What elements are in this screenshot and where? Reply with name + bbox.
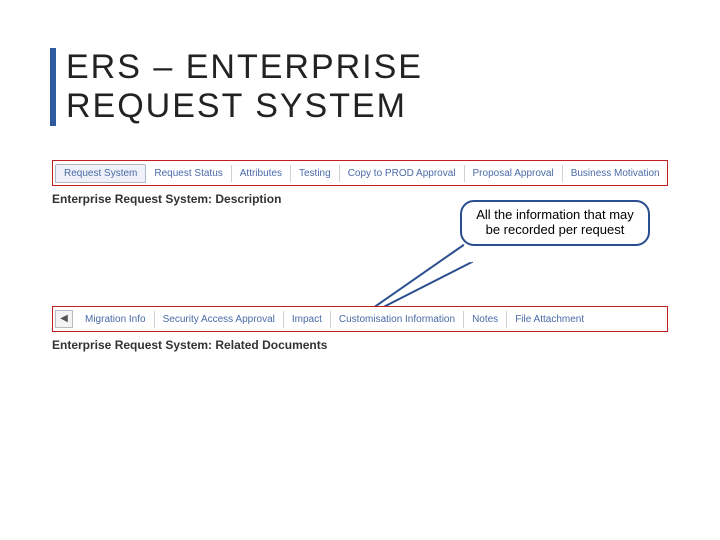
tab-request-status[interactable]: Request Status — [146, 165, 231, 182]
tab-copy-to-prod-approval[interactable]: Copy to PROD Approval — [340, 165, 465, 182]
tab-section-related-docs: ◀ Migration Info Security Access Approva… — [52, 306, 668, 352]
title-accent-bar — [50, 48, 56, 126]
tab-row-1: Request System Request Status Attributes… — [52, 160, 668, 186]
tab-notes[interactable]: Notes — [464, 311, 507, 328]
page-title-block: ERS – ENTERPRISE REQUEST SYSTEM — [50, 48, 423, 126]
tab-customisation-information[interactable]: Customisation Information — [331, 311, 464, 328]
tab-attributes[interactable]: Attributes — [232, 165, 291, 182]
title-line-1: ERS – ENTERPRISE — [66, 48, 423, 86]
tab-security-access-approval[interactable]: Security Access Approval — [155, 311, 284, 328]
tab-file-attachment[interactable]: File Attachment — [507, 311, 592, 328]
tab-proposal-approval[interactable]: Proposal Approval — [465, 165, 563, 182]
tab-business-motivation[interactable]: Business Motivation — [563, 165, 668, 182]
tab-testing[interactable]: Testing — [291, 165, 340, 182]
callout-text: All the information that may be recorded… — [476, 207, 634, 237]
tab-request-system[interactable]: Request System — [55, 164, 146, 183]
section-label-related-docs: Enterprise Request System: Related Docum… — [52, 338, 668, 352]
tab-migration-info[interactable]: Migration Info — [77, 311, 155, 328]
tab-row-2: ◀ Migration Info Security Access Approva… — [52, 306, 668, 332]
title-line-2: REQUEST SYSTEM — [66, 87, 407, 125]
tab-impact[interactable]: Impact — [284, 311, 331, 328]
page-title: ERS – ENTERPRISE REQUEST SYSTEM — [66, 48, 423, 126]
tab-scroll-left-icon[interactable]: ◀ — [55, 310, 73, 328]
callout-bubble: All the information that may be recorded… — [460, 200, 650, 246]
